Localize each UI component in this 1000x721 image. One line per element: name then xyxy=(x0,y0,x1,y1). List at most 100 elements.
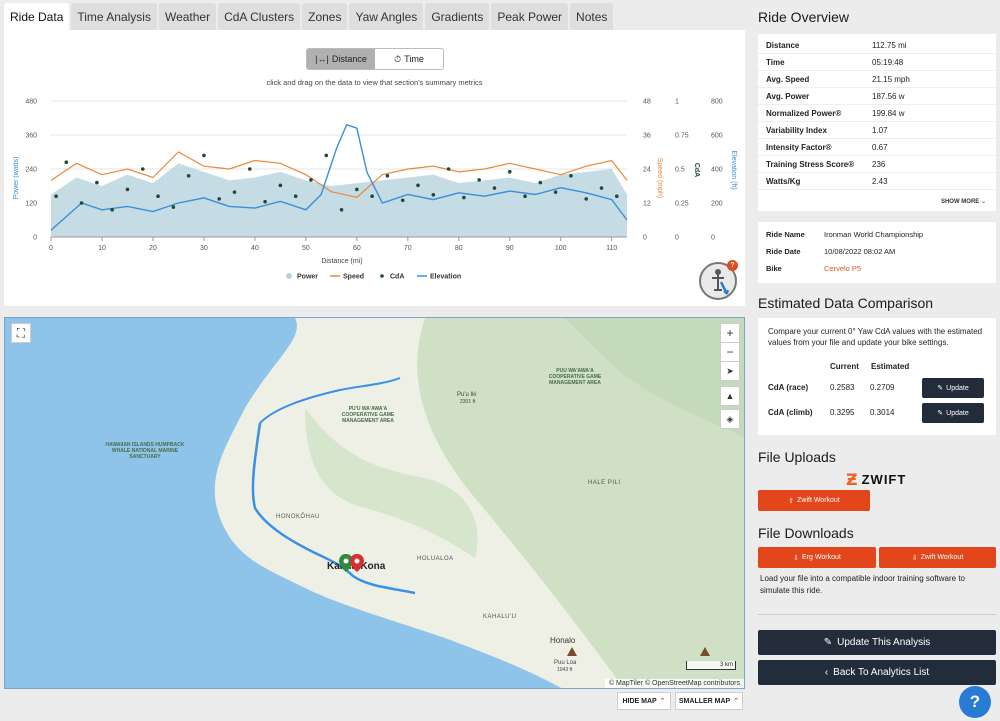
stat-value: 0.67 xyxy=(872,142,888,152)
cda-point xyxy=(202,153,206,158)
zwift-wordmark: ZWIFT xyxy=(861,472,907,487)
stat-row: Watts/Kg 2.43 xyxy=(758,173,996,190)
cda-series xyxy=(54,153,619,212)
bike-row: Bike Cervelo P5 xyxy=(758,260,996,277)
north-arrow-icon: ➤ xyxy=(726,365,734,376)
cda-point xyxy=(507,169,512,174)
terrain-button[interactable]: ▲ xyxy=(720,386,740,406)
stat-row: Avg. Speed 21.15 mph xyxy=(758,71,996,88)
time-toggle-button[interactable]: ⏱ Time xyxy=(375,49,443,69)
right-axis-tick-label: 0.25 xyxy=(675,201,689,208)
tab-ride-data[interactable]: Ride Data xyxy=(4,3,70,31)
map-attribution[interactable]: © MapTiler © OpenStreetMap contributors xyxy=(604,679,744,688)
right-axis-tick-label: 36 xyxy=(643,133,651,140)
cda-point xyxy=(140,167,145,171)
estimated-description: Compare your current 0° Yaw CdA values w… xyxy=(768,327,983,347)
map-label-puu-loa: Puu Loa xyxy=(554,660,577,666)
ride-overview-title: Ride Overview xyxy=(758,9,850,25)
stat-value: 1.07 xyxy=(872,125,888,135)
map-label-puu-loa-elevation: 1043 ft xyxy=(557,667,573,673)
smaller-map-label: SMALLER MAP xyxy=(678,697,731,705)
elevation-line xyxy=(50,123,628,231)
download-icon: ⇩ xyxy=(911,554,918,562)
tab-gradients[interactable]: Gradients xyxy=(425,3,490,31)
cda-race-estimated: 0.2709 xyxy=(870,382,895,392)
tab-weather[interactable]: Weather xyxy=(158,3,217,31)
update-cda-race-button[interactable]: ✎ Update xyxy=(922,378,984,398)
update-analysis-button[interactable]: ✎ Update This Analysis xyxy=(758,630,996,655)
cda-point xyxy=(553,190,558,194)
zoom-out-button[interactable]: − xyxy=(720,342,740,362)
stat-label: Avg. Power xyxy=(766,91,810,101)
map-label-honalo: Honalo xyxy=(550,636,576,645)
download-zwift-workout-button[interactable]: ⇩ Zwift Workout xyxy=(879,547,996,568)
right-axis-tick-label: 48 xyxy=(643,99,651,106)
cda-point xyxy=(309,178,313,182)
cda-point xyxy=(293,194,298,198)
zwift-z-icon: Ƶ xyxy=(846,470,858,489)
right-axis-tick-label: 0 xyxy=(711,235,715,242)
cda-point xyxy=(492,186,497,190)
right-axis-tick-label: 800 xyxy=(711,99,723,106)
x-tick-label: 10 xyxy=(98,245,106,252)
update-cda-climb-button[interactable]: ✎ Update xyxy=(922,403,984,423)
stat-value: 236 xyxy=(872,159,886,169)
chevron-up-icon: ⌃ xyxy=(733,698,740,705)
tab-zones[interactable]: Zones xyxy=(302,3,348,31)
chevron-down-icon: ⌄ xyxy=(980,199,986,205)
estimated-data-card: Compare your current 0° Yaw CdA values w… xyxy=(758,318,996,435)
help-button[interactable]: ? xyxy=(959,686,991,718)
cda-point xyxy=(370,194,374,198)
cda-race-label: CdA (race) xyxy=(768,382,809,392)
smaller-map-button[interactable]: SMALLER MAP ⌃ xyxy=(675,692,743,710)
distance-toggle-button[interactable]: |↔| Distance xyxy=(307,49,375,69)
tab-cda-clusters[interactable]: CdA Clusters xyxy=(218,3,301,31)
download-erg-workout-button[interactable]: ⇩ Erg Workout xyxy=(758,547,876,568)
compass-button[interactable]: ➤ xyxy=(720,361,740,381)
tab-time-analysis[interactable]: Time Analysis xyxy=(71,3,157,31)
legend-label: Speed xyxy=(343,274,364,281)
cda-point xyxy=(538,180,543,185)
upload-zwift-workout-button[interactable]: ⇪ Zwift Workout xyxy=(758,490,870,511)
zoom-in-button[interactable]: + xyxy=(720,323,740,343)
cda-point xyxy=(355,187,359,192)
right-axes: 0 12 24 36 48 0 0.25 0.5 0.75 1 0 200 400 600 800 xyxy=(643,99,723,242)
route-map[interactable]: HAWAIIAN ISLANDS HUMPBACK WHALE NATIONAL… xyxy=(4,317,745,689)
edit-icon: ✎ xyxy=(937,385,944,392)
stat-label: Time xyxy=(766,57,785,67)
yaw-angle-indicator[interactable]: ? xyxy=(699,260,738,300)
right-axis-tick-label: 600 xyxy=(711,133,723,140)
stat-row: Intensity Factor® 0.67 xyxy=(758,139,996,156)
cda-point xyxy=(232,190,237,194)
tab-yaw-angles[interactable]: Yaw Angles xyxy=(349,3,424,31)
ride-data-chart-card: |↔| Distance ⏱ Time click and drag on th… xyxy=(4,30,745,306)
power-tick-label: 240 xyxy=(25,167,37,174)
cda-race-row: CdA (race) 0.2583 0.2709 xyxy=(768,377,920,397)
fullscreen-button[interactable]: ⛶ xyxy=(11,323,31,343)
erg-workout-label: Erg Workout xyxy=(802,554,841,561)
chevron-left-icon: ‹ xyxy=(824,667,829,678)
cda-point xyxy=(156,194,160,198)
power-axis-label: Power (watts) xyxy=(13,157,20,200)
stat-row: Variability Index 1.07 xyxy=(758,122,996,139)
speed-axis-label: Speed (mph) xyxy=(656,158,663,198)
upload-icon: ⇪ xyxy=(788,497,795,505)
downloads-description: Load your file into a compatible indoor … xyxy=(760,574,966,595)
map-terrain xyxy=(214,318,744,688)
cda-climb-current: 0.3295 xyxy=(830,407,855,417)
file-downloads-title: File Downloads xyxy=(758,525,854,541)
layers-button[interactable]: ◈ xyxy=(720,409,740,429)
tab-notes[interactable]: Notes xyxy=(570,3,614,31)
bike-link[interactable]: Cervelo P5 xyxy=(824,264,862,273)
right-axis-tick-label: 0.75 xyxy=(675,133,689,140)
power-tick-label: 360 xyxy=(25,133,37,140)
expand-icon: ⛶ xyxy=(16,325,26,340)
hide-map-button[interactable]: HIDE MAP ⌃ xyxy=(617,692,671,710)
ride-name-value: Ironman World Championship xyxy=(824,230,924,239)
back-to-list-button[interactable]: ‹ Back To Analytics List xyxy=(758,660,996,685)
show-more-button[interactable]: SHOW MORE ⌄ xyxy=(941,198,986,205)
x-tick-label: 50 xyxy=(302,245,310,252)
cda-climb-label: CdA (climb) xyxy=(768,407,813,417)
tab-peak-power[interactable]: Peak Power xyxy=(491,3,569,31)
